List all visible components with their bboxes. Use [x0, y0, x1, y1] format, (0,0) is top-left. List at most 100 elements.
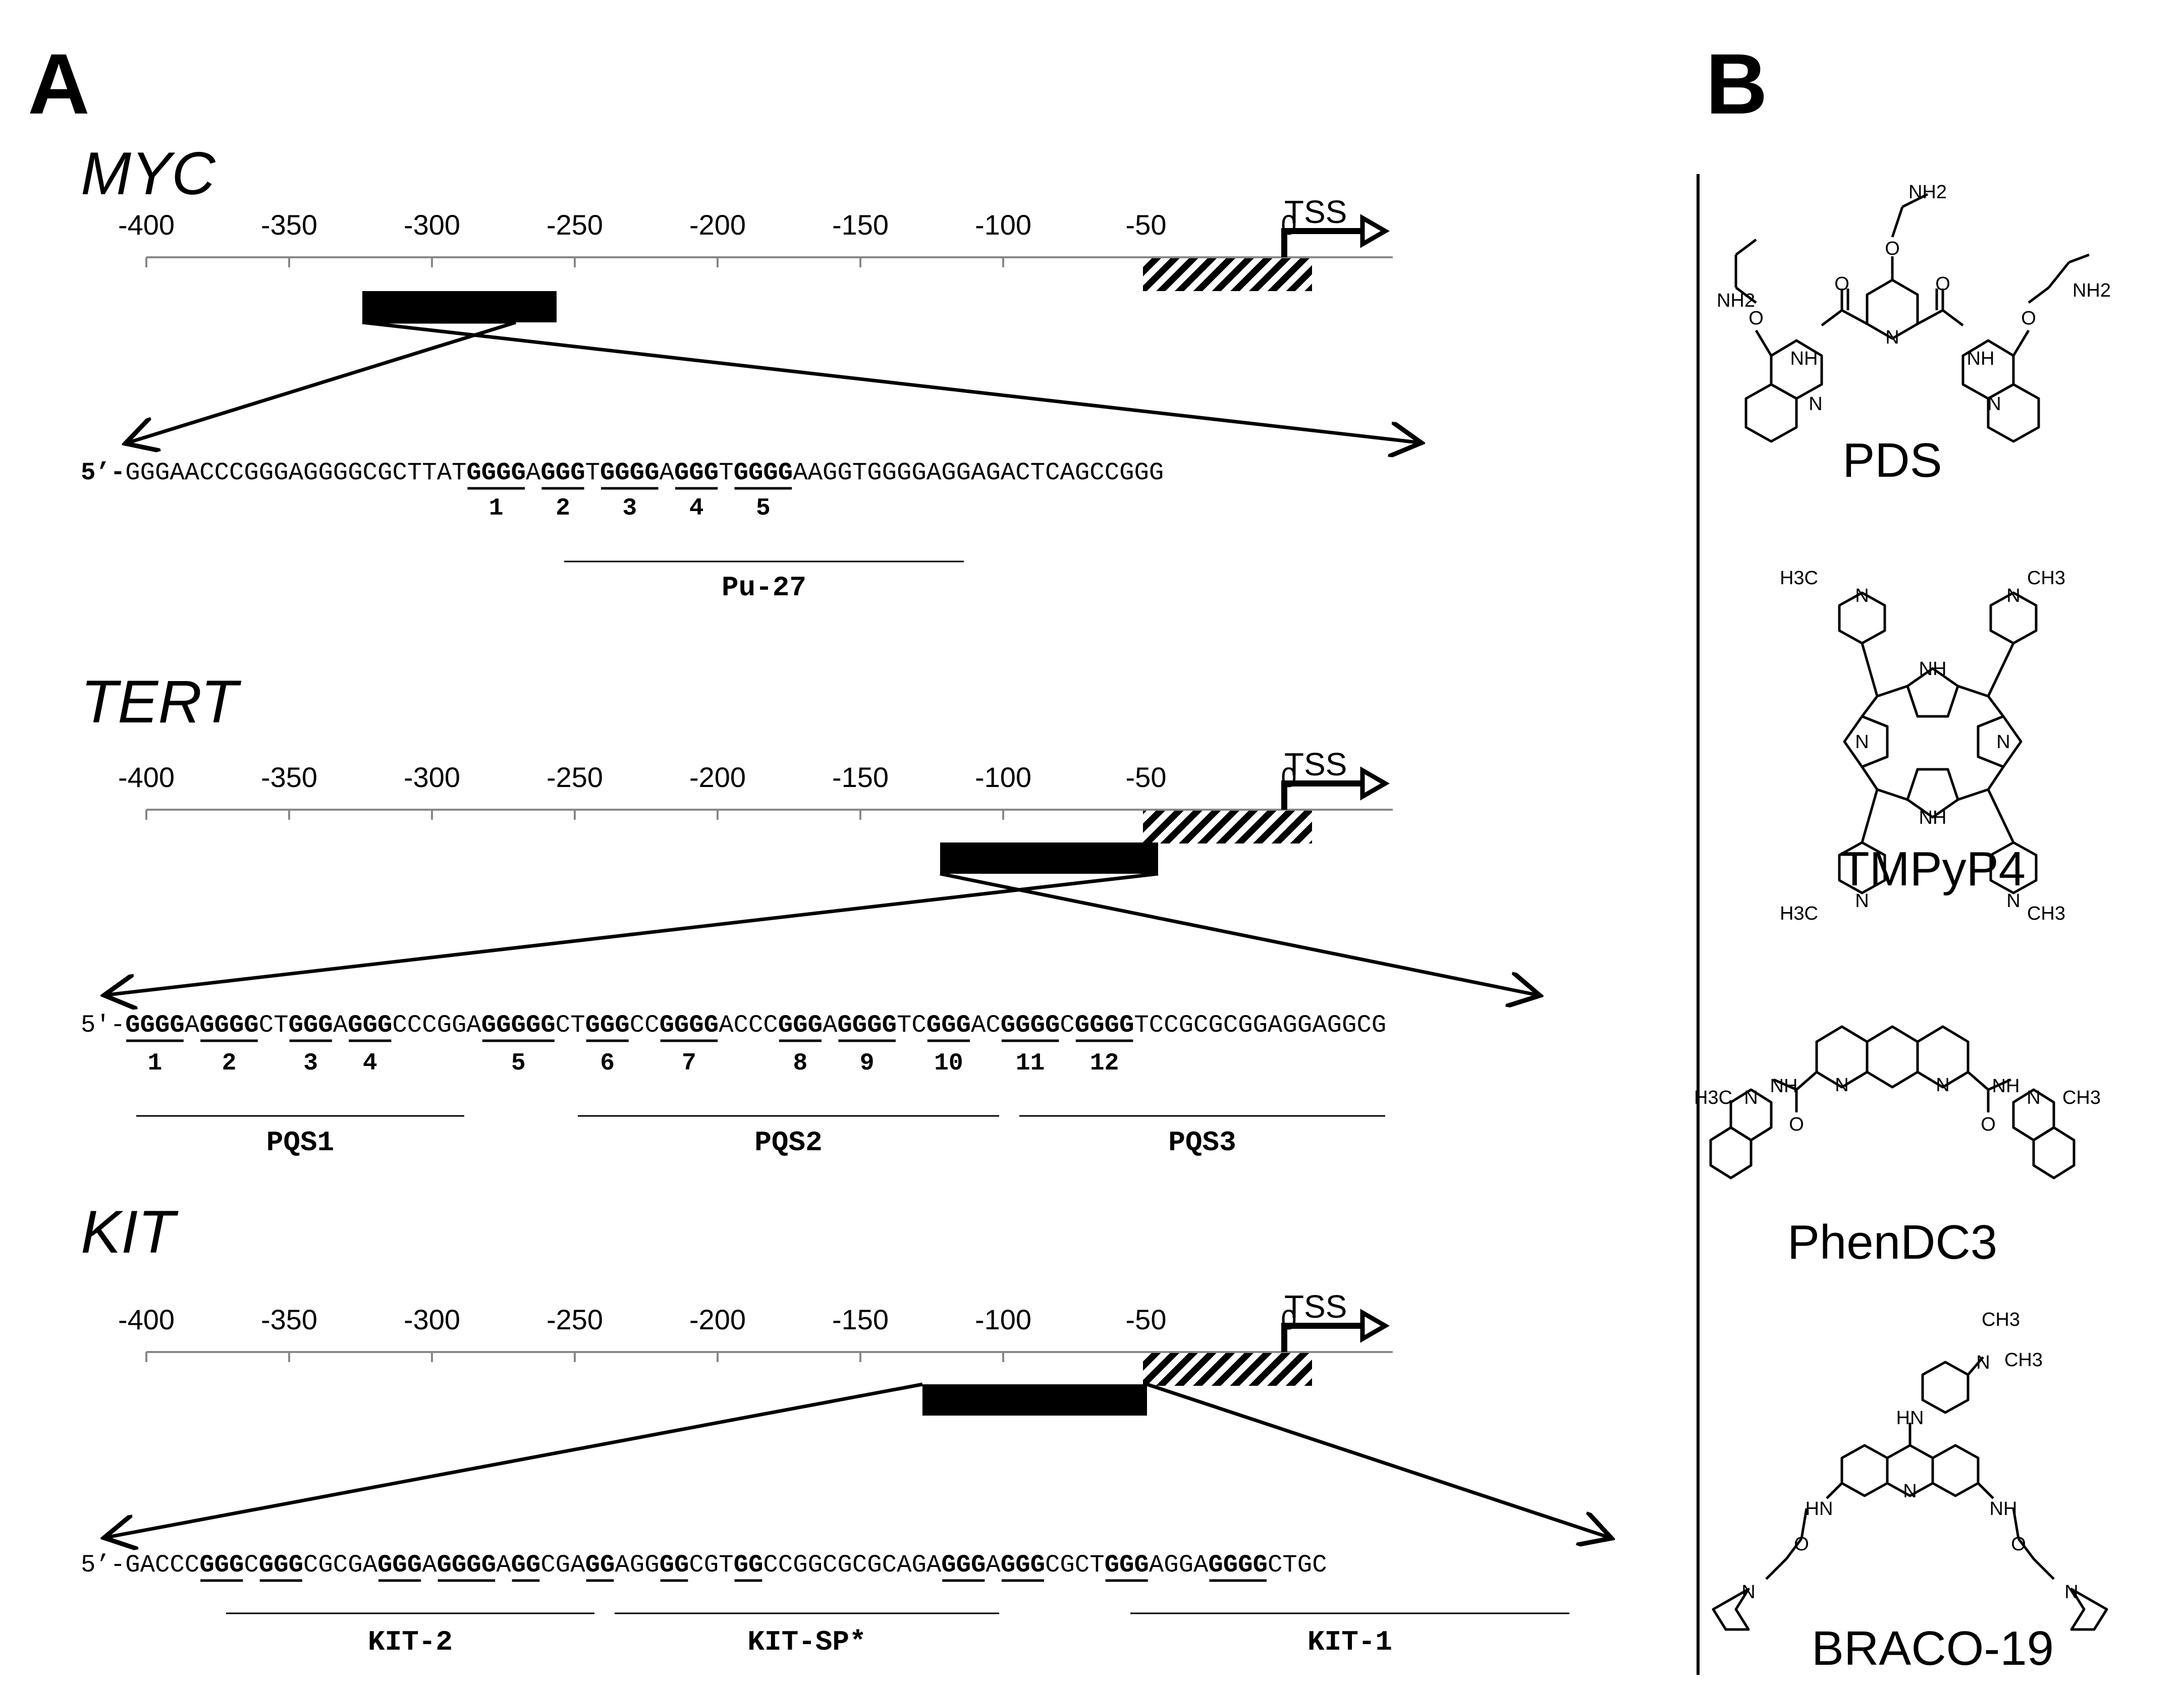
axis-tick-label: -400	[118, 1304, 175, 1335]
atom-label: N	[2006, 585, 2020, 606]
axis-tick-label: -100	[975, 761, 1031, 793]
atom-label: O	[1981, 1114, 1996, 1135]
sequence-segment: TCCGCGCGGAGGAGGCG	[1134, 1011, 1386, 1039]
atom-label: CH3	[2027, 568, 2065, 589]
sequence-segment: CT	[259, 1011, 289, 1039]
sequence-segment: TC	[897, 1011, 926, 1039]
axis-tick-label: -50	[1126, 761, 1167, 793]
sequence-segment: CGCGA	[303, 1551, 378, 1579]
sequence-segment: CGT	[689, 1551, 733, 1579]
region-label: Pu-27	[722, 572, 806, 604]
g-tract-number: 12	[1090, 1050, 1119, 1077]
g-tract-number: 3	[622, 495, 637, 522]
axis-tick-label: -250	[547, 1304, 603, 1335]
kit-zoom-arrow-right	[1146, 1382, 1608, 1537]
atom-label: NH	[1919, 807, 1947, 828]
compound-structures	[1709, 193, 2108, 1631]
g-tract: GGG	[1105, 1551, 1149, 1579]
g-tract-number: 9	[860, 1050, 875, 1077]
sequence-segment: AGGA	[1149, 1551, 1209, 1579]
sequence-prefix: 5'-	[81, 1011, 125, 1039]
tert-zoom-arrow-right	[940, 872, 1537, 995]
g-tract: GG	[585, 1551, 615, 1579]
region-label: PQS3	[1168, 1127, 1236, 1159]
axis-tick-label: -150	[832, 1304, 889, 1335]
region-label: KIT-2	[368, 1626, 453, 1658]
sequence-segment: CGCT	[1045, 1551, 1105, 1579]
atom-label: NH	[1990, 1498, 2017, 1520]
atom-label: N	[1936, 1075, 1949, 1096]
sequence-segment: CC	[630, 1011, 660, 1039]
sequence-segment: ACCC	[719, 1011, 778, 1039]
tert-g4-region-box	[940, 842, 1158, 874]
atom-label: N	[2027, 1087, 2040, 1108]
atom-label: N	[1809, 393, 1822, 415]
axis-tick-label: -350	[261, 761, 317, 793]
region-label: KIT-1	[1307, 1626, 1392, 1658]
sequence-segment: CT	[556, 1011, 585, 1039]
sequence-segment: CGA	[540, 1551, 585, 1579]
axis-tick-label: -300	[404, 1304, 460, 1335]
axis-tick-label: -100	[975, 209, 1031, 241]
g-tract: GGG	[926, 1011, 971, 1039]
g-tract-number: 1	[148, 1050, 162, 1077]
tmpyp4-structure	[1838, 591, 2038, 894]
myc-zoom-arrow-left	[129, 320, 517, 442]
axis-tick-label: -200	[689, 1304, 746, 1335]
hatched-region	[1143, 1353, 1312, 1386]
atom-label: N	[2064, 1582, 2078, 1603]
axis-tick-label: -50	[1126, 1304, 1167, 1335]
axis-tick-label: -350	[261, 1304, 317, 1335]
atom-label: O	[1885, 238, 1900, 259]
g-tract-number: 5	[756, 495, 771, 522]
tert-zoom-arrow-left	[107, 872, 1159, 995]
region-label: PQS2	[754, 1127, 822, 1159]
hatched-region	[1143, 811, 1312, 843]
atom-label: N	[1744, 1087, 1758, 1108]
axis-tick-label: -200	[689, 209, 746, 241]
axis-tick-label: -150	[832, 761, 889, 793]
atom-label: CH3	[2062, 1087, 2101, 1108]
atom-label: O	[2021, 308, 2036, 329]
g-tract: GGG	[259, 1551, 303, 1579]
kit-g4-region-box	[922, 1384, 1147, 1416]
g-tract: GG	[511, 1551, 541, 1579]
kit-zoom	[107, 1382, 1608, 1537]
gene-name-kit: KIT	[81, 1198, 179, 1266]
atom-label: O	[1834, 273, 1849, 295]
panel-a-label: A	[28, 36, 90, 132]
g-tract: GGGG	[1208, 1551, 1268, 1579]
sequence-segment: A	[986, 1551, 1001, 1579]
g-tract: GGGG	[837, 1011, 897, 1039]
axis-tick-label: -400	[118, 761, 175, 793]
sequence-segment: A	[185, 1011, 200, 1039]
sequence-prefix: 5’-	[81, 1551, 125, 1579]
g-tract-number: 7	[682, 1050, 696, 1077]
atom-label: N	[1741, 1582, 1755, 1603]
sequence-segment: C	[244, 1551, 258, 1579]
atom-label: NH	[1992, 1076, 2020, 1097]
atom-label: N	[1996, 732, 2010, 753]
g-tract: GGGG	[466, 459, 526, 487]
tert-zoom	[107, 842, 1537, 995]
tss-label: TSS	[1284, 746, 1347, 782]
sequence-segment: A	[823, 1011, 838, 1039]
tss-arrow	[1281, 780, 1362, 810]
sequence-prefix: 5’-	[81, 459, 125, 487]
kit-zoom-arrow-left	[107, 1382, 923, 1537]
g-tract: GGG	[778, 1011, 823, 1039]
axis-tick-label: -50	[1126, 209, 1167, 241]
atom-label: N	[1855, 585, 1869, 606]
atom-label: N	[1855, 890, 1869, 912]
atom-label: NH	[1919, 658, 1947, 680]
sequence-segment: A	[333, 1011, 348, 1039]
g-tract: GGGG	[437, 1551, 497, 1579]
atom-label: CH3	[2004, 1349, 2043, 1371]
g-tract-number: 4	[363, 1050, 377, 1077]
g-tract: GGG	[289, 1011, 333, 1039]
g-tract: GGG	[585, 1011, 630, 1039]
atom-label: O	[1935, 273, 1950, 295]
phendc3-structure	[1709, 1025, 2076, 1179]
